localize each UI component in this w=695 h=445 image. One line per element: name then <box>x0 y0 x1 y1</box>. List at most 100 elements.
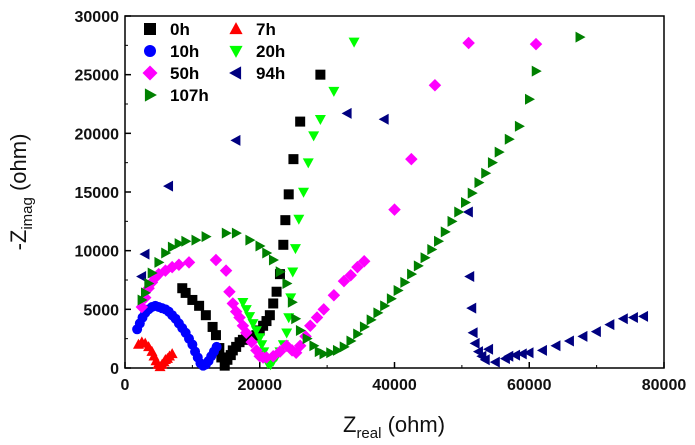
data-point-20h <box>285 293 297 304</box>
data-point-20h <box>302 158 314 169</box>
data-point-0h <box>264 310 275 321</box>
data-point-50h <box>223 285 236 298</box>
series-50h <box>135 36 543 364</box>
data-point-20h <box>287 267 299 278</box>
data-point-20h <box>237 298 249 309</box>
data-point-107h <box>407 268 418 280</box>
data-point-50h <box>304 319 317 333</box>
data-point-20h <box>256 340 268 351</box>
data-point-50h <box>245 335 258 349</box>
data-point-20h <box>289 244 301 255</box>
legend-marker-107h <box>144 88 157 102</box>
data-point-107h <box>440 226 451 238</box>
data-point-20h <box>314 115 326 126</box>
data-point-107h <box>474 177 485 189</box>
data-point-107h <box>161 247 172 259</box>
data-point-50h <box>327 289 341 302</box>
data-point-94h <box>604 319 615 331</box>
data-point-94h <box>638 310 649 322</box>
data-point-0h <box>187 294 198 305</box>
data-point-50h <box>529 37 543 51</box>
data-point-0h <box>194 300 205 311</box>
data-point-94h <box>489 356 500 368</box>
data-point-0h <box>280 215 291 226</box>
y-tick-label: 25000 <box>75 68 120 85</box>
y-tick-label: 5000 <box>83 302 119 319</box>
data-point-107h <box>481 167 492 179</box>
data-point-0h <box>219 360 230 371</box>
series-7h <box>132 336 178 372</box>
data-point-50h <box>405 152 418 166</box>
data-point-94h <box>479 354 490 366</box>
data-point-107h <box>144 278 155 290</box>
data-point-107h <box>525 93 535 105</box>
legend-marker-7h <box>229 22 243 35</box>
data-point-94h <box>510 349 521 361</box>
data-point-107h <box>514 120 525 132</box>
x-tick-label: 40000 <box>372 377 417 394</box>
data-point-107h <box>140 287 151 299</box>
data-point-0h <box>268 298 279 309</box>
data-point-20h <box>308 131 320 142</box>
data-point-20h <box>348 37 360 48</box>
y-tick-label: 20000 <box>75 126 120 143</box>
data-point-94h <box>590 326 601 338</box>
data-point-0h <box>261 316 272 327</box>
x-tick-label: 60000 <box>507 377 552 394</box>
data-point-94h <box>136 270 147 282</box>
legend-label-10h: 10h <box>170 42 199 61</box>
data-point-107h <box>366 314 377 326</box>
data-point-94h <box>617 313 628 325</box>
data-point-107h <box>262 247 273 259</box>
data-point-50h <box>337 274 351 288</box>
data-point-20h <box>328 86 340 97</box>
data-point-107h <box>309 340 320 352</box>
data-point-50h <box>351 260 364 274</box>
data-point-107h <box>380 300 391 312</box>
data-point-107h <box>255 240 266 252</box>
data-point-107h <box>447 215 458 227</box>
x-tick-label: 20000 <box>238 377 283 394</box>
data-point-94h <box>139 248 150 260</box>
data-point-107h <box>326 347 337 359</box>
data-point-107h <box>191 234 202 246</box>
data-point-107h <box>201 231 212 243</box>
legend-marker-94h <box>229 66 242 80</box>
data-point-20h <box>293 214 305 225</box>
x-tick-label: 0 <box>121 377 130 394</box>
y-axis-label: -Zimag (ohm) <box>6 134 36 251</box>
legend-label-94h: 94h <box>256 64 285 83</box>
legend-label-20h: 20h <box>256 42 285 61</box>
data-point-20h <box>281 328 293 339</box>
data-point-0h <box>180 287 191 298</box>
data-point-107h <box>291 313 302 325</box>
data-point-107h <box>231 227 242 239</box>
data-point-94h <box>464 270 475 282</box>
data-point-107h <box>245 234 256 246</box>
data-point-94h <box>378 113 389 125</box>
data-series-layer <box>132 31 649 372</box>
data-point-50h <box>317 303 331 316</box>
data-point-50h <box>357 254 371 268</box>
data-point-0h <box>283 189 294 200</box>
data-point-50h <box>182 256 196 269</box>
data-point-94h <box>536 344 547 356</box>
data-point-107h <box>575 31 586 43</box>
legend: 0h 7h 10h 20h 50h 94h 107h <box>142 20 285 105</box>
data-point-107h <box>353 328 364 340</box>
y-tick-label: 10000 <box>75 244 120 261</box>
data-point-94h <box>466 302 477 314</box>
data-point-20h <box>244 312 256 323</box>
data-point-107h <box>531 65 542 77</box>
x-tick-label: 80000 <box>642 377 687 394</box>
data-point-107h <box>268 254 279 266</box>
data-point-107h <box>460 197 471 209</box>
data-point-94h <box>469 337 480 349</box>
y-tick-label: 15000 <box>75 185 120 202</box>
data-point-50h <box>344 269 357 282</box>
data-point-50h <box>273 345 287 358</box>
data-point-0h <box>216 352 227 363</box>
data-point-94h <box>163 180 174 192</box>
data-point-50h <box>310 311 324 324</box>
data-point-20h <box>240 305 252 316</box>
